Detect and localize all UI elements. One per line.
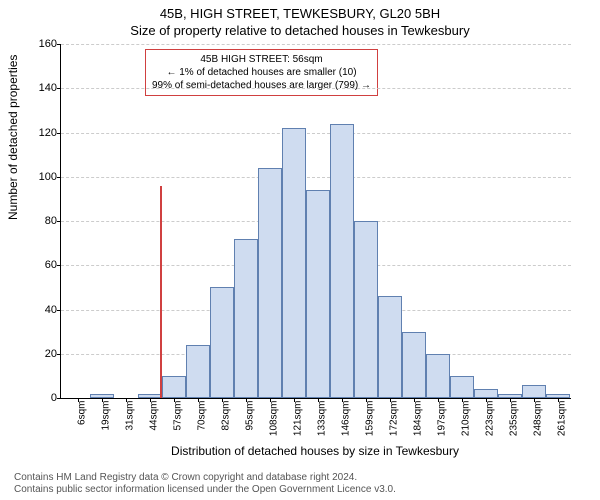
y-tick-mark bbox=[57, 265, 61, 266]
credits-line2: Contains public sector information licen… bbox=[14, 484, 396, 496]
y-tick-label: 160 bbox=[27, 38, 57, 50]
x-tick-label: 31sqm bbox=[125, 401, 136, 431]
x-tick-label: 235sqm bbox=[509, 401, 520, 437]
histogram-bar bbox=[258, 168, 282, 398]
x-tick-label: 70sqm bbox=[197, 401, 208, 431]
y-tick-mark bbox=[57, 44, 61, 45]
histogram-bar bbox=[330, 124, 354, 398]
gridline bbox=[61, 133, 571, 134]
y-tick-label: 100 bbox=[27, 171, 57, 183]
x-tick-label: 248sqm bbox=[533, 401, 544, 437]
histogram-bar bbox=[162, 376, 186, 398]
credits-block: Contains HM Land Registry data © Crown c… bbox=[14, 472, 396, 496]
plot-area: 45B HIGH STREET: 56sqm ← 1% of detached … bbox=[60, 44, 571, 399]
chart-container: 45B, HIGH STREET, TEWKESBURY, GL20 5BH S… bbox=[0, 0, 600, 500]
y-tick-label: 0 bbox=[27, 392, 57, 404]
property-size-marker bbox=[160, 186, 162, 398]
info-line-smaller: ← 1% of detached houses are smaller (10) bbox=[152, 66, 371, 79]
y-tick-label: 20 bbox=[27, 348, 57, 360]
chart-title-line1: 45B, HIGH STREET, TEWKESBURY, GL20 5BH bbox=[0, 0, 600, 21]
x-tick-label: 44sqm bbox=[149, 401, 160, 431]
gridline bbox=[61, 88, 571, 89]
x-tick-label: 57sqm bbox=[173, 401, 184, 431]
histogram-bar bbox=[378, 296, 402, 398]
histogram-bar bbox=[402, 332, 426, 398]
x-tick-label: 197sqm bbox=[437, 401, 448, 437]
x-tick-label: 223sqm bbox=[485, 401, 496, 437]
info-line-property: 45B HIGH STREET: 56sqm bbox=[152, 53, 371, 66]
y-tick-label: 60 bbox=[27, 259, 57, 271]
histogram-bar bbox=[210, 287, 234, 398]
info-line-larger: 99% of semi-detached houses are larger (… bbox=[152, 79, 371, 92]
histogram-bar bbox=[186, 345, 210, 398]
x-tick-label: 184sqm bbox=[413, 401, 424, 437]
y-tick-label: 140 bbox=[27, 82, 57, 94]
histogram-bar bbox=[426, 354, 450, 398]
histogram-bar bbox=[282, 128, 306, 398]
x-axis-label: Distribution of detached houses by size … bbox=[60, 444, 570, 458]
histogram-bar bbox=[474, 389, 498, 398]
credits-line1: Contains HM Land Registry data © Crown c… bbox=[14, 472, 396, 484]
y-tick-mark bbox=[57, 88, 61, 89]
y-tick-mark bbox=[57, 133, 61, 134]
x-tick-label: 159sqm bbox=[365, 401, 376, 437]
y-tick-label: 80 bbox=[27, 215, 57, 227]
x-tick-label: 146sqm bbox=[341, 401, 352, 437]
y-tick-label: 120 bbox=[27, 127, 57, 139]
y-tick-mark bbox=[57, 310, 61, 311]
histogram-bar bbox=[450, 376, 474, 398]
y-tick-mark bbox=[57, 221, 61, 222]
x-tick-label: 172sqm bbox=[389, 401, 400, 437]
histogram-bar bbox=[354, 221, 378, 398]
x-tick-label: 133sqm bbox=[317, 401, 328, 437]
y-tick-mark bbox=[57, 177, 61, 178]
x-tick-label: 6sqm bbox=[77, 401, 88, 425]
gridline bbox=[61, 44, 571, 45]
x-tick-label: 19sqm bbox=[101, 401, 112, 431]
y-axis-label: Number of detached properties bbox=[6, 55, 20, 220]
x-tick-label: 108sqm bbox=[269, 401, 280, 437]
x-tick-label: 210sqm bbox=[461, 401, 472, 437]
gridline bbox=[61, 177, 571, 178]
x-tick-label: 95sqm bbox=[245, 401, 256, 431]
histogram-bar bbox=[234, 239, 258, 398]
y-tick-mark bbox=[57, 354, 61, 355]
chart-title-line2: Size of property relative to detached ho… bbox=[0, 21, 600, 38]
y-tick-label: 40 bbox=[27, 304, 57, 316]
x-tick-label: 261sqm bbox=[557, 401, 568, 437]
x-tick-label: 82sqm bbox=[221, 401, 232, 431]
histogram-bar bbox=[306, 190, 330, 398]
x-tick-label: 121sqm bbox=[293, 401, 304, 437]
histogram-bar bbox=[522, 385, 546, 398]
y-tick-mark bbox=[57, 398, 61, 399]
